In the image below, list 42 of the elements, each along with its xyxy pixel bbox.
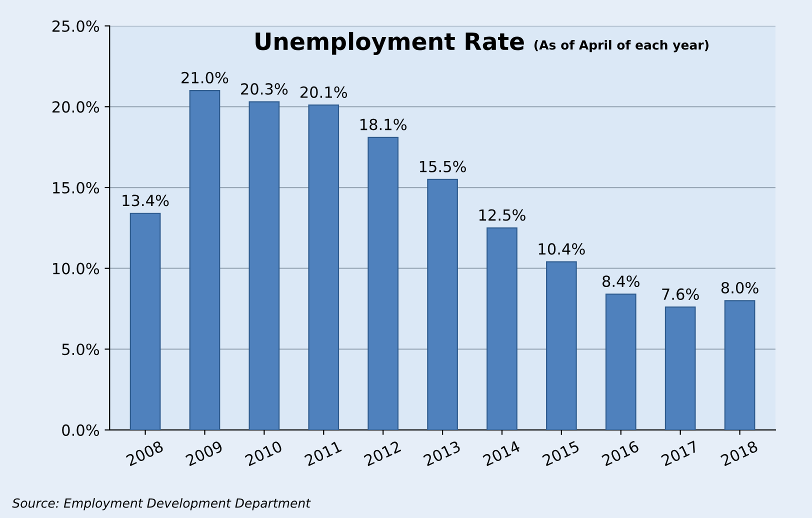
text: (As of April of each year) — [534, 40, 708, 52]
bar — [546, 261, 577, 430]
x-tick-label: 2013 — [422, 440, 461, 466]
data-label: 12.5% — [479, 209, 526, 221]
bar — [248, 101, 280, 430]
y-tick-label: 10.0% — [53, 262, 100, 274]
data-label: 21.0% — [182, 72, 228, 84]
data-label: 20.3% — [241, 83, 288, 95]
x-tick-label: 2011 — [304, 440, 342, 466]
bar — [308, 104, 340, 430]
x-tick-label: 2015 — [542, 440, 580, 466]
data-label: 13.4% — [122, 194, 169, 206]
x-tick-label: 2009 — [185, 440, 224, 466]
data-label: 18.1% — [360, 118, 407, 130]
data-label: 8.4% — [602, 276, 640, 288]
data-label: 20.1% — [300, 86, 348, 98]
x-tick-label: 2014 — [482, 440, 521, 466]
source-note: Source: Employment Development Department — [12, 498, 311, 510]
y-tick-label: 15.0% — [53, 182, 100, 194]
bar — [605, 294, 636, 430]
y-tick-label: 20.0% — [52, 101, 100, 113]
x-tick-label: 2016 — [601, 440, 640, 466]
bar — [368, 136, 399, 430]
data-label: 10.4% — [538, 243, 585, 255]
y-tick-label: 5.0% — [62, 344, 100, 356]
bar — [130, 212, 161, 430]
data-label: 7.6% — [662, 288, 699, 300]
y-tick-label: 25.0% — [52, 20, 100, 32]
x-tick-label: 2010 — [244, 440, 283, 466]
x-tick-label: 2018 — [720, 440, 758, 466]
chart-title: Unemployment Rate — [256, 32, 524, 55]
x-tick-label: 2008 — [126, 440, 164, 466]
x-tick-label: 2017 — [660, 440, 699, 466]
x-tick-label: 2012 — [363, 440, 402, 466]
bar — [189, 90, 220, 430]
bar — [486, 227, 518, 430]
bar — [664, 306, 696, 430]
y-tick-label: 0.0% — [62, 424, 100, 436]
bar — [724, 300, 756, 430]
data-label: 15.5% — [420, 160, 466, 172]
bar — [427, 178, 458, 430]
data-label: 8.0% — [721, 282, 758, 294]
